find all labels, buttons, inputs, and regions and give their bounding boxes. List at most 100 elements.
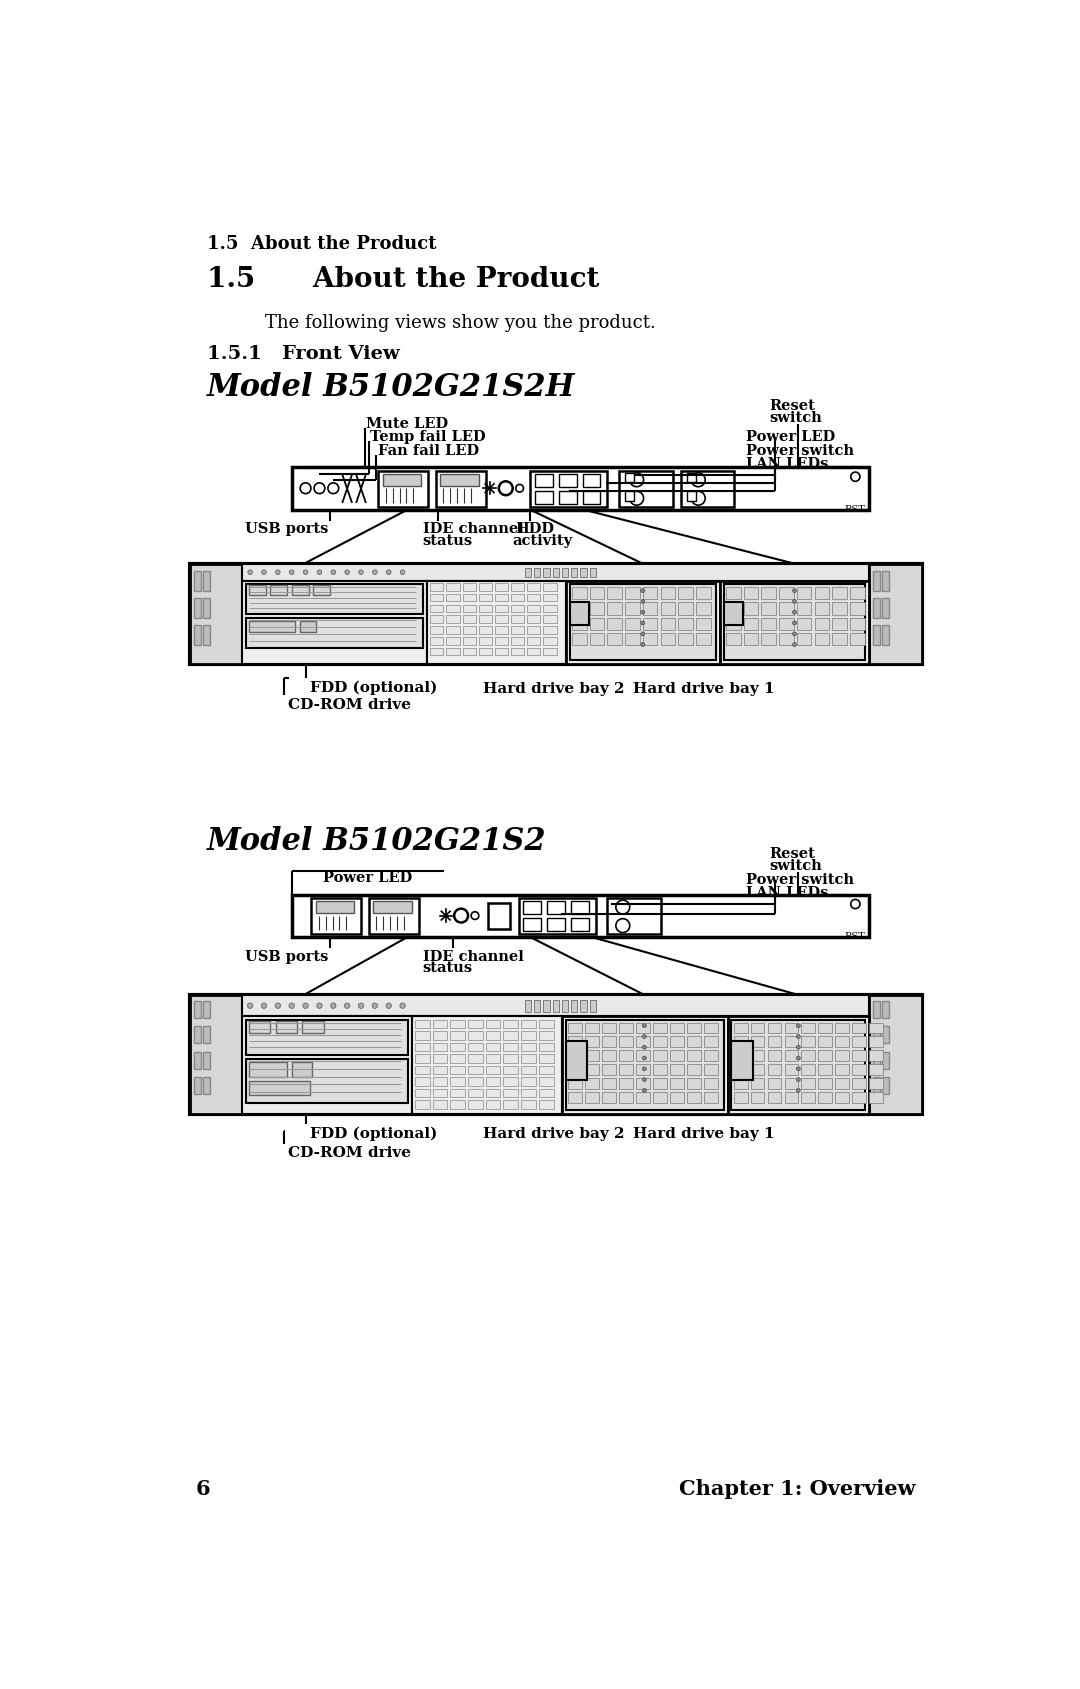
- Bar: [311, 899, 361, 934]
- Bar: [503, 1054, 518, 1062]
- Bar: [761, 588, 777, 600]
- Bar: [873, 627, 880, 645]
- Bar: [779, 618, 794, 630]
- Circle shape: [359, 1003, 364, 1008]
- Bar: [687, 1037, 701, 1047]
- Bar: [687, 1093, 701, 1103]
- Bar: [731, 1020, 865, 1111]
- Bar: [462, 616, 475, 623]
- Bar: [203, 1078, 211, 1094]
- Text: Power switch: Power switch: [746, 872, 854, 887]
- Bar: [495, 584, 508, 591]
- Circle shape: [300, 483, 311, 495]
- Bar: [566, 1042, 588, 1079]
- Bar: [590, 618, 605, 630]
- Bar: [248, 1022, 270, 1034]
- Bar: [852, 1078, 866, 1089]
- Bar: [433, 1089, 447, 1098]
- Bar: [430, 616, 444, 623]
- Bar: [468, 1020, 483, 1029]
- Bar: [190, 564, 242, 664]
- Bar: [852, 1037, 866, 1047]
- Bar: [468, 1101, 483, 1110]
- Text: HDD: HDD: [515, 522, 554, 535]
- Text: 1.5  About the Product: 1.5 About the Product: [207, 235, 436, 253]
- Bar: [751, 1093, 765, 1103]
- Bar: [819, 1064, 833, 1076]
- Circle shape: [796, 1089, 800, 1093]
- Bar: [450, 1078, 465, 1086]
- Circle shape: [643, 1024, 646, 1029]
- Bar: [553, 1000, 558, 1012]
- Circle shape: [643, 1057, 646, 1061]
- Bar: [569, 584, 716, 660]
- Text: Mute LED: Mute LED: [366, 417, 448, 431]
- Bar: [543, 616, 556, 623]
- Circle shape: [796, 1024, 800, 1029]
- Bar: [583, 491, 600, 505]
- Bar: [468, 1032, 483, 1040]
- Bar: [869, 1024, 883, 1034]
- Bar: [819, 1037, 833, 1047]
- Bar: [446, 649, 460, 655]
- Bar: [779, 633, 794, 645]
- Text: CD-ROM drive: CD-ROM drive: [288, 698, 410, 711]
- Bar: [643, 633, 658, 645]
- Bar: [784, 1078, 798, 1089]
- Bar: [374, 902, 411, 914]
- Circle shape: [793, 600, 796, 605]
- Bar: [768, 1037, 782, 1047]
- Bar: [535, 475, 553, 488]
- Text: switch: switch: [769, 858, 822, 872]
- Circle shape: [247, 1003, 253, 1008]
- Circle shape: [289, 571, 294, 576]
- Bar: [522, 1044, 536, 1052]
- Bar: [728, 1017, 869, 1115]
- Bar: [619, 1093, 633, 1103]
- Text: Reset: Reset: [769, 846, 815, 861]
- Bar: [433, 1032, 447, 1040]
- Circle shape: [851, 900, 860, 909]
- Bar: [495, 637, 508, 645]
- Circle shape: [289, 1003, 295, 1008]
- Circle shape: [793, 632, 796, 637]
- Text: The following views show you the product.: The following views show you the product…: [265, 314, 656, 333]
- Bar: [415, 1044, 430, 1052]
- Bar: [814, 633, 829, 645]
- Bar: [670, 1037, 684, 1047]
- Bar: [511, 595, 524, 601]
- Bar: [696, 633, 711, 645]
- Bar: [733, 1024, 747, 1034]
- Circle shape: [793, 611, 796, 615]
- Bar: [602, 1037, 616, 1047]
- Bar: [726, 588, 741, 600]
- Bar: [835, 1078, 849, 1089]
- Bar: [625, 633, 639, 645]
- Bar: [814, 588, 829, 600]
- Bar: [468, 1066, 483, 1074]
- Bar: [495, 649, 508, 655]
- Bar: [571, 919, 589, 931]
- Bar: [590, 588, 605, 600]
- Bar: [801, 1037, 815, 1047]
- Bar: [246, 618, 423, 649]
- Bar: [590, 568, 596, 578]
- Bar: [636, 1093, 650, 1103]
- Bar: [768, 1093, 782, 1103]
- Bar: [488, 904, 510, 931]
- Bar: [190, 995, 921, 1115]
- Bar: [522, 1089, 536, 1098]
- Bar: [801, 1093, 815, 1103]
- Bar: [486, 1078, 500, 1086]
- Bar: [248, 1081, 310, 1096]
- Bar: [203, 1052, 211, 1069]
- Bar: [503, 1101, 518, 1110]
- Bar: [731, 1042, 753, 1079]
- Bar: [835, 1064, 849, 1076]
- Circle shape: [247, 571, 253, 576]
- Bar: [543, 568, 550, 578]
- Circle shape: [373, 571, 377, 576]
- Bar: [562, 568, 568, 578]
- Bar: [462, 584, 475, 591]
- Bar: [652, 1051, 666, 1061]
